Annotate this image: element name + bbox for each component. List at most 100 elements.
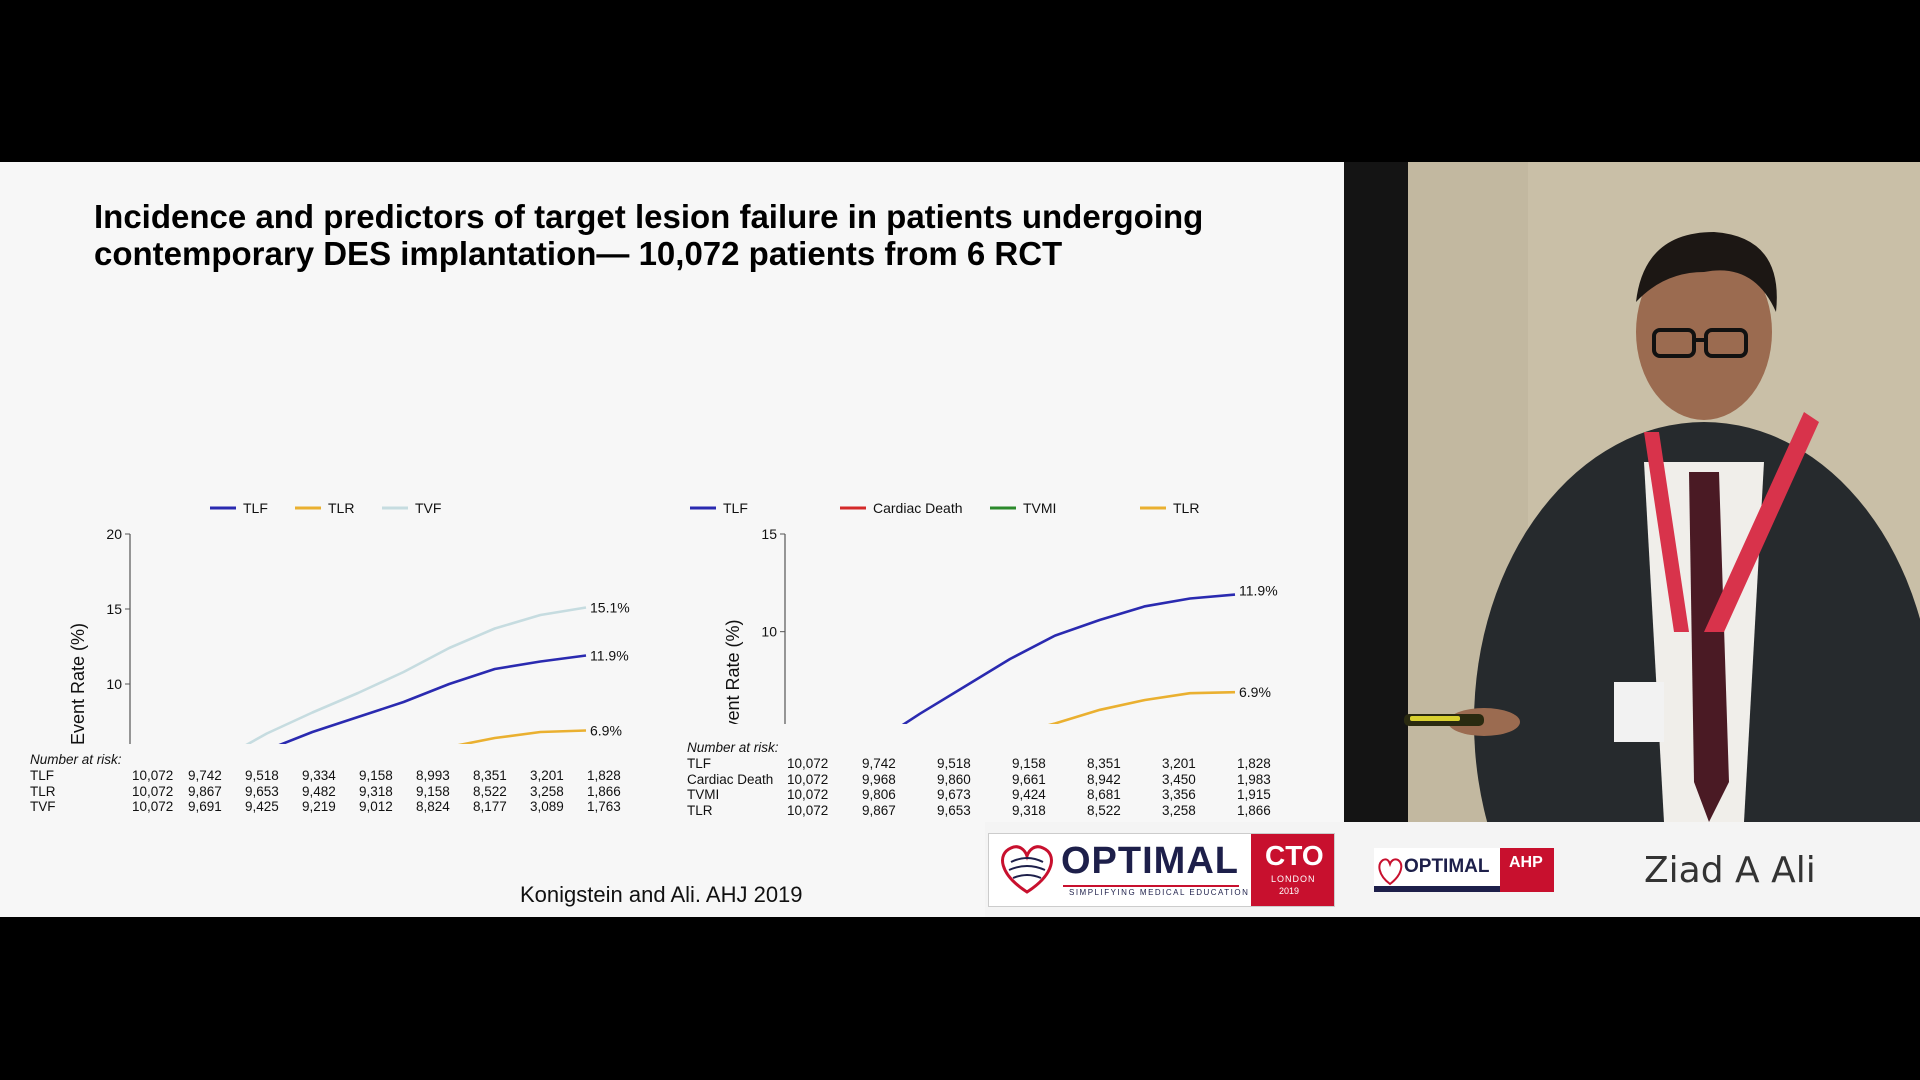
risk-cell: 1,915 — [1237, 787, 1271, 802]
risk-cell: 3,450 — [1162, 771, 1196, 787]
lanyard — [1704, 412, 1819, 632]
risk-row-label: TLF — [30, 768, 55, 783]
risk-row-label: TLR — [30, 783, 56, 799]
legend-label: TLR — [328, 500, 354, 516]
optimal-cto-tagline: SIMPLIFYING MEDICAL EDUCATION — [1069, 888, 1250, 897]
risk-cell: 9,653 — [245, 783, 279, 799]
risk-cell: 10,072 — [787, 756, 829, 771]
risk-cell: 1,828 — [1237, 756, 1271, 771]
risk-cell: 3,258 — [1162, 802, 1196, 818]
risk-row-label: TLR — [687, 802, 713, 818]
risk-cell: 9,661 — [1012, 771, 1046, 787]
risk-cell: 9,012 — [359, 799, 393, 814]
risk-table-row: TVMI 10,072 9,806 9,673 9,424 8,681 3,356 1,915 — [687, 787, 1312, 803]
risk-cell: 9,158 — [359, 768, 393, 783]
legend-label: TVMI — [1023, 500, 1056, 516]
risk-cell: 9,806 — [862, 787, 896, 802]
y-tick-label: 20 — [106, 526, 122, 542]
risk-cell: 3,201 — [1162, 756, 1196, 771]
risk-cell: 9,219 — [302, 799, 336, 814]
series-line-tlf — [278, 654, 587, 744]
risk-cell: 1,866 — [1237, 802, 1271, 818]
risk-cell: 9,867 — [862, 802, 896, 818]
legend-label: TVF — [415, 500, 441, 516]
risk-table-row: TLF 10,072 9,742 9,518 9,158 8,351 3,201 1,828 — [687, 756, 1312, 772]
series-line-tlr — [457, 729, 587, 744]
risk-cell: 9,968 — [862, 771, 896, 787]
y-tick-label: 10 — [761, 624, 777, 640]
left-km-chart: 051015200612182430364860Time (Months)Eve… — [68, 500, 630, 744]
cto-year: 2019 — [1279, 886, 1300, 896]
risk-row-label: TLF — [687, 756, 712, 771]
risk-cell: 9,425 — [245, 799, 279, 814]
risk-cell: 8,351 — [1087, 756, 1121, 771]
left-risk-caption: Number at risk: — [30, 752, 122, 767]
risk-cell: 8,522 — [1087, 802, 1121, 818]
right-risk-caption: Number at risk: — [687, 740, 779, 755]
risk-cell: 9,318 — [359, 783, 393, 799]
risk-cell: 1,983 — [1237, 771, 1271, 787]
end-value-label: 6.9% — [1239, 684, 1271, 700]
risk-table-row: TLF 10,072 9,742 9,518 9,334 9,158 8,993 8,351 3… — [30, 768, 644, 784]
risk-row-label: TVMI — [687, 787, 720, 802]
risk-cell: 10,072 — [132, 799, 174, 814]
risk-table-row: TVF 10,072 9,691 9,425 9,219 9,012 8,824 8,177 3… — [30, 799, 644, 815]
y-axis-label: Event Rate (%) — [68, 623, 88, 744]
risk-cell: 8,993 — [416, 768, 450, 783]
optimal-ahp-logo: OPTIMAL AHP — [1374, 848, 1554, 892]
risk-table-row: Cardiac Death 10,072 9,968 9,860 9,661 8,942 3… — [687, 772, 1312, 788]
y-tick-label: 15 — [761, 526, 777, 542]
optimal-heart-icon — [1001, 834, 1334, 906]
risk-cell: 10,072 — [132, 768, 174, 783]
risk-cell: 9,158 — [416, 783, 450, 799]
legend-label: TLF — [243, 500, 268, 516]
y-tick-label: 15 — [106, 601, 122, 617]
risk-cell: 10,072 — [132, 783, 174, 799]
risk-cell: 9,334 — [302, 768, 336, 783]
end-value-label: 15.1% — [590, 600, 630, 616]
series-line-tlr — [1047, 690, 1236, 724]
y-tick-label: 10 — [106, 676, 122, 692]
speaker-name: Ziad A Ali — [1644, 850, 1816, 891]
slide-title: Incidence and predictors of target lesio… — [94, 198, 1274, 272]
end-value-label: 6.9% — [590, 723, 622, 739]
series-line-tvf — [245, 606, 587, 744]
slide-title-line2: contemporary DES implantation— 10,072 pa… — [94, 235, 1063, 272]
risk-cell: 8,681 — [1087, 787, 1121, 802]
risk-cell: 9,742 — [188, 768, 222, 783]
risk-cell: 8,177 — [473, 799, 507, 814]
risk-cell: 1,828 — [587, 768, 621, 783]
badge — [1614, 682, 1664, 742]
speaker-tie — [1689, 472, 1729, 822]
legend-label: TLR — [1173, 500, 1199, 516]
end-value-label: 11.9% — [1239, 583, 1278, 599]
cto-badge-sub: LONDON — [1271, 874, 1316, 884]
right-risk-table: TLF 10,072 9,742 9,518 9,158 8,351 3,201 1,828 C… — [687, 756, 1312, 818]
speaker-head — [1636, 244, 1772, 420]
legend-label: TLF — [723, 500, 748, 516]
end-value-label: 11.9% — [590, 648, 629, 664]
risk-cell: 9,653 — [937, 802, 971, 818]
risk-cell: 3,089 — [530, 799, 564, 814]
risk-cell: 1,866 — [587, 783, 621, 799]
presentation-slide: Incidence and predictors of target lesio… — [0, 162, 1344, 917]
y-axis-label: Event Rate (%) — [723, 619, 743, 724]
risk-table-row: TLR 10,072 9,867 9,653 9,482 9,318 9,158 8,522 3… — [30, 784, 644, 800]
risk-cell: 10,072 — [787, 802, 829, 818]
risk-cell: 8,824 — [416, 799, 450, 814]
risk-cell: 1,763 — [587, 799, 621, 814]
risk-cell: 9,867 — [188, 783, 222, 799]
y-tick-label: 5 — [769, 721, 777, 724]
legend-label: Cardiac Death — [873, 500, 963, 516]
optimal-cto-logo: OPTIMAL SIMPLIFYING MEDICAL EDUCATION CT… — [988, 833, 1335, 907]
risk-cell: 9,518 — [937, 756, 971, 771]
slide-title-line1: Incidence and predictors of target lesio… — [94, 198, 1204, 235]
risk-cell: 9,318 — [1012, 802, 1046, 818]
optimal-ahp-heart-icon — [1374, 848, 1554, 892]
risk-cell: 3,356 — [1162, 787, 1196, 802]
risk-cell: 3,201 — [530, 768, 564, 783]
risk-cell: 9,424 — [1012, 787, 1046, 802]
right-km-chart: 051015061224364860Time (Months)Event Rat… — [690, 500, 1278, 724]
risk-cell: 9,482 — [302, 783, 336, 799]
risk-cell: 10,072 — [787, 787, 829, 802]
